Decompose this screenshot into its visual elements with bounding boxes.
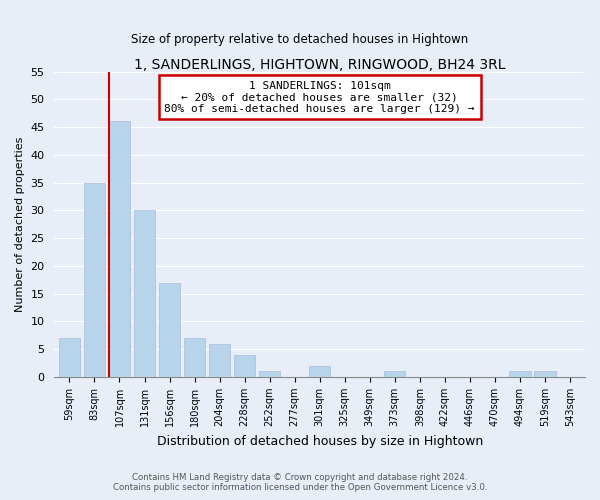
Text: Size of property relative to detached houses in Hightown: Size of property relative to detached ho…: [131, 32, 469, 46]
Bar: [309, 366, 331, 377]
Y-axis label: Number of detached properties: Number of detached properties: [15, 136, 25, 312]
Text: Contains HM Land Registry data © Crown copyright and database right 2024.
Contai: Contains HM Land Registry data © Crown c…: [113, 473, 487, 492]
Bar: [259, 372, 280, 377]
X-axis label: Distribution of detached houses by size in Hightown: Distribution of detached houses by size …: [157, 434, 483, 448]
Bar: [84, 182, 105, 377]
Bar: [209, 344, 230, 377]
Bar: [384, 372, 406, 377]
Bar: [134, 210, 155, 377]
Bar: [234, 354, 255, 377]
Bar: [535, 372, 556, 377]
Bar: [59, 338, 80, 377]
Bar: [509, 372, 530, 377]
Text: 1 SANDERLINGS: 101sqm
← 20% of detached houses are smaller (32)
80% of semi-deta: 1 SANDERLINGS: 101sqm ← 20% of detached …: [164, 80, 475, 114]
Title: 1, SANDERLINGS, HIGHTOWN, RINGWOOD, BH24 3RL: 1, SANDERLINGS, HIGHTOWN, RINGWOOD, BH24…: [134, 58, 505, 71]
Bar: [184, 338, 205, 377]
Bar: [159, 282, 180, 377]
Bar: [109, 122, 130, 377]
